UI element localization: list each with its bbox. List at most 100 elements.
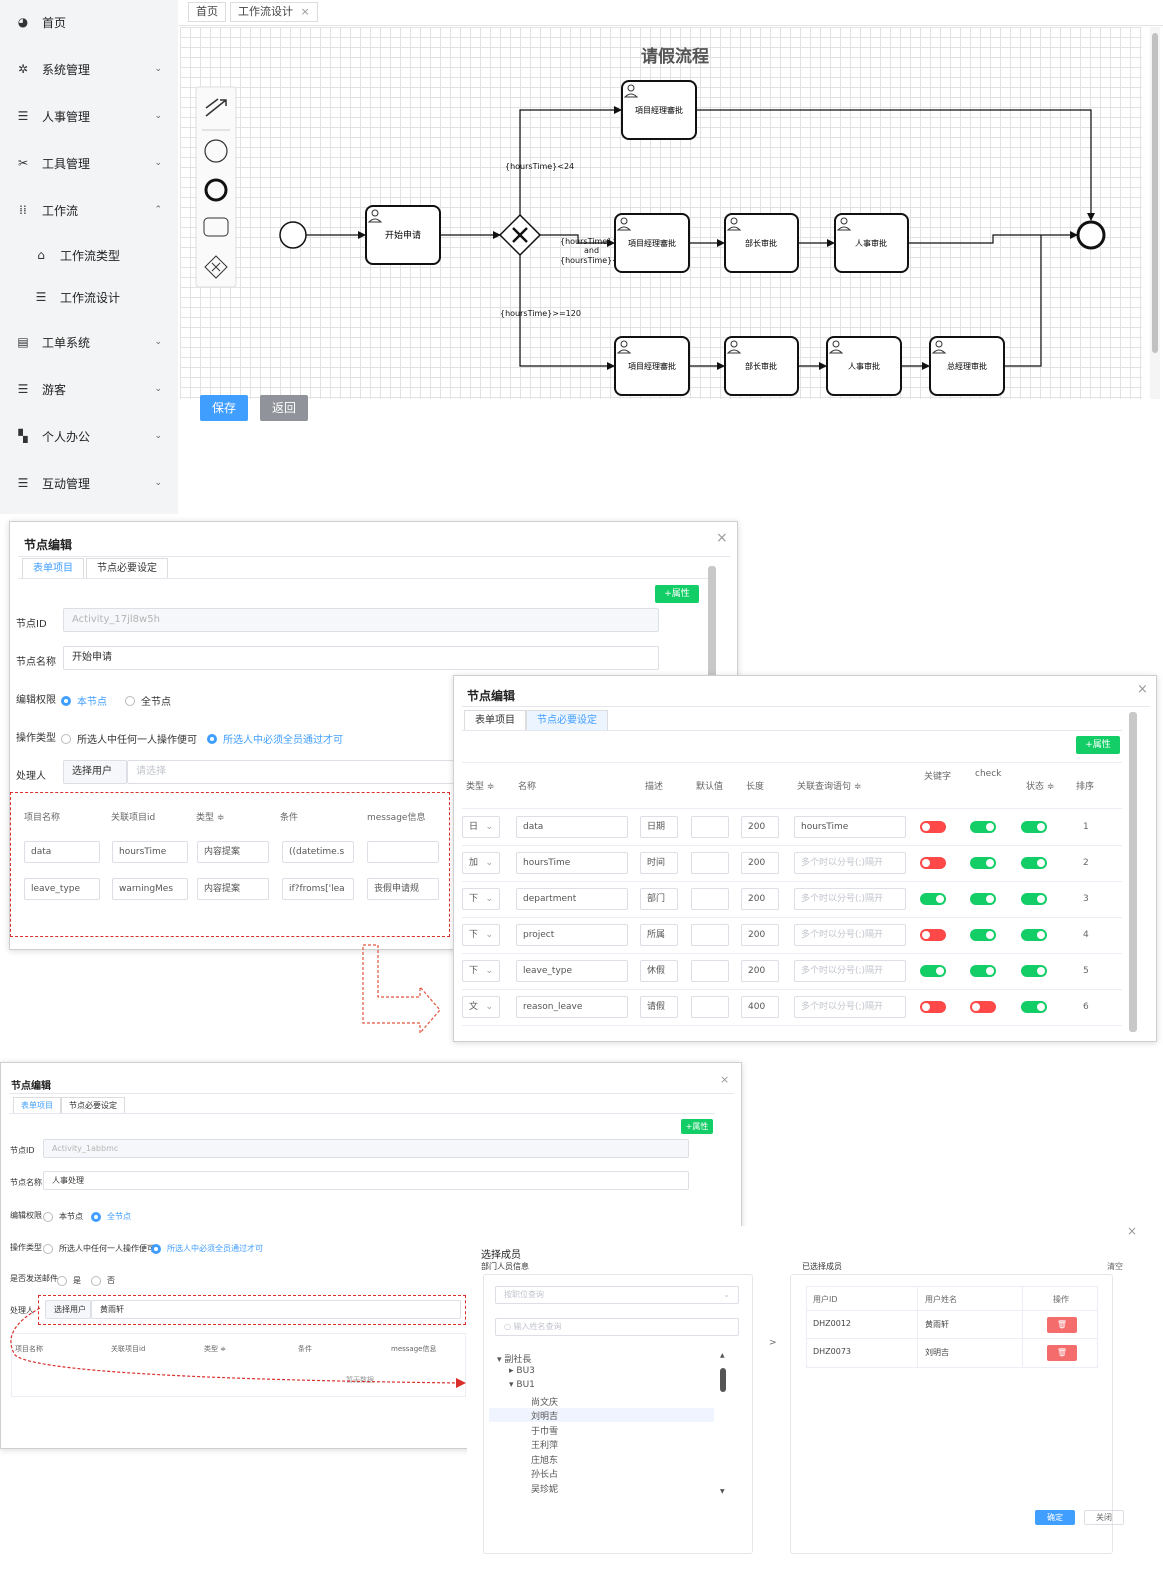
default-field[interactable] bbox=[691, 888, 729, 910]
tree-node[interactable]: ▸ BU3 bbox=[509, 1366, 535, 1376]
name-field[interactable]: hoursTime bbox=[516, 852, 628, 874]
name-field[interactable]: project bbox=[516, 924, 628, 946]
confirm-button[interactable]: 确定 bbox=[1035, 1510, 1075, 1525]
add-attribute-button[interactable]: +属性 bbox=[655, 585, 699, 603]
check-toggle[interactable] bbox=[970, 929, 996, 941]
table-cell[interactable]: 内容提案 bbox=[197, 841, 269, 863]
table-cell[interactable]: 内容提案 bbox=[197, 878, 269, 900]
name-field[interactable]: department bbox=[516, 888, 628, 910]
end-event-tool-icon[interactable] bbox=[204, 178, 228, 202]
sidebar-item-tools[interactable]: ✂ 工具管理 ⌄ bbox=[0, 148, 178, 178]
table-cell[interactable] bbox=[367, 841, 439, 863]
mail-yes-radio[interactable]: 是 bbox=[57, 1275, 81, 1286]
length-field[interactable]: 200 bbox=[741, 924, 779, 946]
query-field[interactable]: 多个时以分号(;)隔开 bbox=[794, 996, 906, 1018]
select-user-button[interactable]: 选择用户 bbox=[63, 760, 127, 784]
op-any-radio[interactable]: 所选人中任何一人操作便可 bbox=[61, 731, 197, 746]
tab-form-items[interactable]: 表单项目 bbox=[22, 558, 84, 579]
query-field[interactable]: 多个时以分号(;)隔开 bbox=[794, 888, 906, 910]
length-field[interactable]: 200 bbox=[741, 888, 779, 910]
desc-field[interactable]: 日期 bbox=[640, 816, 678, 838]
task-dept-approve-bottom[interactable]: 部长审批 bbox=[724, 336, 799, 396]
tab-form-items[interactable]: 表单项目 bbox=[464, 710, 526, 731]
default-field[interactable] bbox=[691, 816, 729, 838]
close-icon[interactable]: × bbox=[1137, 682, 1148, 697]
query-field[interactable]: 多个时以分号(;)隔开 bbox=[794, 924, 906, 946]
select-user-button[interactable]: 选择用户 bbox=[45, 1300, 91, 1319]
desc-field[interactable]: 请假 bbox=[640, 996, 678, 1018]
keyword-toggle[interactable] bbox=[920, 965, 946, 977]
scrollbar-thumb[interactable] bbox=[708, 566, 716, 686]
node-id-field[interactable]: Activity_1abbmc bbox=[43, 1139, 689, 1158]
clear-button[interactable]: 清空 bbox=[1107, 1262, 1123, 1271]
name-field[interactable]: data bbox=[516, 816, 628, 838]
op-all-radio[interactable]: 所选人中必须全员通过才可 bbox=[207, 731, 343, 746]
perm-this-radio[interactable]: 本节点 bbox=[43, 1211, 83, 1222]
tree-leaf[interactable]: 尚文庆 bbox=[531, 1398, 559, 1408]
keyword-toggle[interactable] bbox=[920, 1001, 946, 1013]
keyword-toggle[interactable] bbox=[920, 893, 946, 905]
query-field[interactable]: 多个时以分号(;)隔开 bbox=[794, 960, 906, 982]
scrollbar-thumb[interactable] bbox=[1152, 33, 1158, 353]
status-toggle[interactable] bbox=[1021, 929, 1047, 941]
tree-scrollbar[interactable]: ▲ ▼ bbox=[720, 1352, 726, 1495]
task-pm-approve-bottom[interactable]: 項目經理審批 bbox=[614, 336, 690, 396]
type-select[interactable]: 日 ⌄ bbox=[462, 816, 500, 838]
perm-this-radio[interactable]: 本节点 bbox=[61, 693, 107, 708]
name-search-input[interactable]: ○ 输入姓名查询 bbox=[495, 1318, 739, 1336]
task-hr-approve-mid[interactable]: 人事审批 bbox=[834, 213, 909, 273]
add-attribute-button[interactable]: +属性 bbox=[1076, 736, 1120, 754]
length-field[interactable]: 200 bbox=[741, 816, 779, 838]
op-any-radio[interactable]: 所选人中任何一人操作便可 bbox=[43, 1243, 155, 1254]
default-field[interactable] bbox=[691, 960, 729, 982]
sidebar-item-home[interactable]: ◕ 首页 bbox=[0, 7, 178, 37]
length-field[interactable]: 200 bbox=[741, 960, 779, 982]
end-event[interactable] bbox=[1076, 220, 1106, 250]
task-gm-approve-bottom[interactable]: 总經理审批 bbox=[929, 336, 1005, 396]
scrollbar-thumb[interactable] bbox=[1129, 712, 1137, 1032]
tab-node-settings[interactable]: 节点必要设定 bbox=[526, 710, 608, 731]
tree-leaf[interactable]: 庄旭东 bbox=[531, 1456, 559, 1466]
table-cell[interactable]: ((datetime.s bbox=[282, 841, 354, 863]
tree-node[interactable]: ▾ 副社長 bbox=[497, 1355, 532, 1365]
tree-leaf[interactable]: 孙长占 bbox=[531, 1470, 559, 1480]
sidebar-item-office[interactable]: ▚ 个人办公 ⌄ bbox=[0, 421, 178, 451]
sidebar-item-workflow-type[interactable]: ⌂ 工作流类型 bbox=[0, 240, 178, 270]
save-button[interactable]: 保存 bbox=[200, 395, 248, 421]
sidebar-item-workflow-design[interactable]: ☰ 工作流设计 bbox=[0, 282, 178, 312]
tree-leaf[interactable]: 于巾雪 bbox=[531, 1427, 559, 1437]
table-cell[interactable]: if?froms['lea bbox=[282, 878, 354, 900]
handler-select[interactable]: 黄雨轩 bbox=[91, 1300, 461, 1319]
desc-field[interactable]: 部门 bbox=[640, 888, 678, 910]
close-icon[interactable]: × bbox=[716, 530, 728, 546]
status-toggle[interactable] bbox=[1021, 857, 1047, 869]
mail-no-radio[interactable]: 否 bbox=[91, 1275, 115, 1286]
close-button[interactable]: 关闭 bbox=[1084, 1510, 1124, 1525]
add-attribute-button[interactable]: +属性 bbox=[681, 1119, 713, 1134]
task-pm-approve-top[interactable]: 項目經理審批 bbox=[621, 80, 697, 140]
type-select[interactable]: 文 ⌄ bbox=[462, 996, 500, 1018]
type-select[interactable]: 下 ⌄ bbox=[462, 888, 500, 910]
tree-node[interactable]: ▾ BU1 bbox=[509, 1380, 535, 1390]
position-search-select[interactable]: 按职位查询 ⌄ bbox=[495, 1286, 739, 1304]
status-toggle[interactable] bbox=[1021, 893, 1047, 905]
type-select[interactable]: 下 ⌄ bbox=[462, 960, 500, 982]
close-icon[interactable]: × bbox=[1127, 1224, 1138, 1238]
close-icon[interactable]: × bbox=[300, 5, 310, 18]
vertical-scrollbar[interactable] bbox=[1150, 27, 1160, 399]
status-toggle[interactable] bbox=[1021, 965, 1047, 977]
start-event[interactable] bbox=[279, 221, 307, 249]
task-hr-approve-bottom[interactable]: 人事审批 bbox=[826, 336, 902, 396]
transfer-arrow-icon[interactable]: > bbox=[769, 1338, 777, 1348]
handler-select[interactable]: 请选择 bbox=[127, 760, 457, 784]
sidebar-item-ticket[interactable]: ▤ 工单系统 ⌄ bbox=[0, 327, 178, 357]
tree-leaf[interactable]: 王利萍 bbox=[531, 1441, 559, 1451]
op-all-radio[interactable]: 所选人中必须全员通过才可 bbox=[151, 1243, 263, 1254]
table-cell[interactable]: leave_type bbox=[24, 878, 100, 900]
type-select[interactable]: 下 ⌄ bbox=[462, 924, 500, 946]
sidebar-item-interaction[interactable]: ☰ 互动管理 ⌄ bbox=[0, 468, 178, 498]
sidebar-item-system[interactable]: ✲ 系统管理 ⌄ bbox=[0, 54, 178, 84]
default-field[interactable] bbox=[691, 924, 729, 946]
sidebar-item-hr[interactable]: ☰ 人事管理 ⌄ bbox=[0, 101, 178, 131]
task-dept-approve-mid[interactable]: 部长审批 bbox=[724, 213, 799, 273]
